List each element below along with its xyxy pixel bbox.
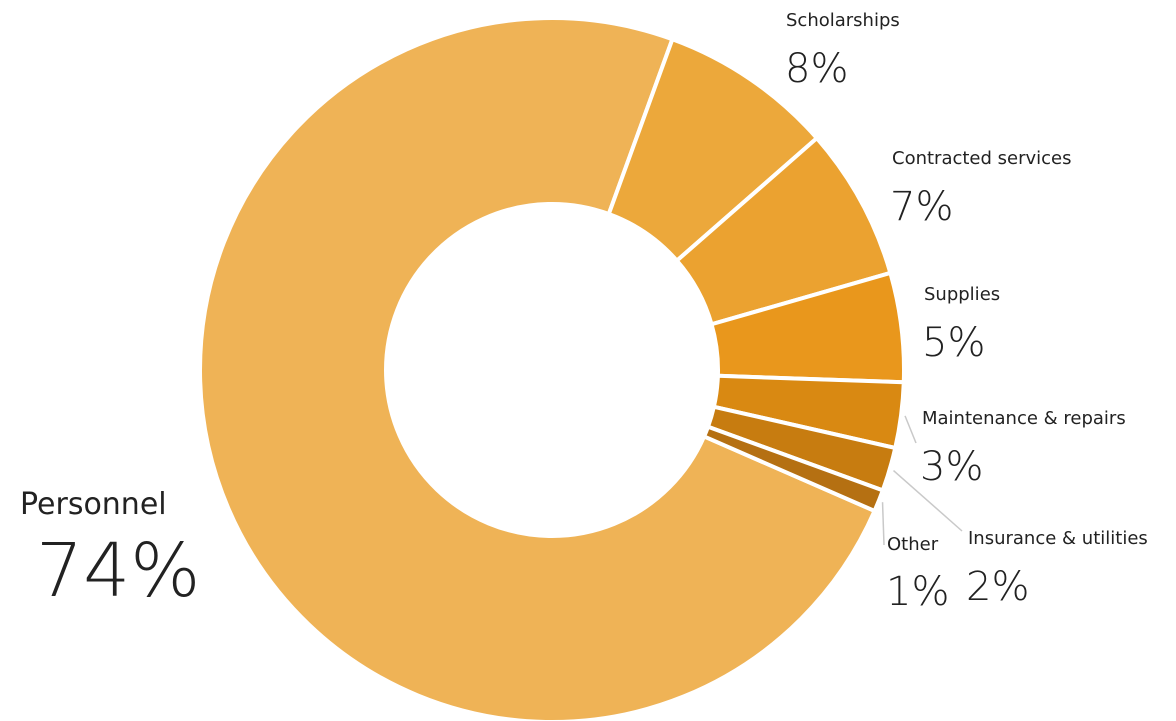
slice-name-label: Insurance & utilities (968, 528, 1148, 549)
leader-line-insurance-and-utilities (893, 469, 963, 532)
leader-line-maintenance-and-repairs (904, 415, 917, 444)
slice-name-label: Scholarships (786, 10, 900, 31)
slice-labels: Personnel 74% Scholarships 8% Contracted ser… (20, 10, 1148, 615)
slice-value-label: 7% (890, 184, 953, 230)
slice-name-label: Supplies (924, 284, 1000, 305)
slice-value-label: 74% (36, 528, 200, 614)
slices (198, 16, 906, 721)
slice-value-label: 2% (966, 564, 1029, 610)
slice-name-label: Personnel (20, 487, 167, 522)
slice-name-label: Maintenance & repairs (922, 408, 1126, 429)
slice-value-label: 1% (886, 569, 949, 615)
slice-personnel (198, 16, 877, 721)
slice-other (702, 424, 885, 513)
leader-line-other (881, 502, 885, 546)
slice-name-label: Contracted services (892, 148, 1072, 169)
slice-value-label: 8% (785, 46, 848, 92)
slice-name-label: Other (887, 534, 939, 555)
slice-value-label: 5% (922, 320, 985, 366)
leader-lines (881, 415, 963, 546)
slice-value-label: 3% (920, 444, 983, 490)
